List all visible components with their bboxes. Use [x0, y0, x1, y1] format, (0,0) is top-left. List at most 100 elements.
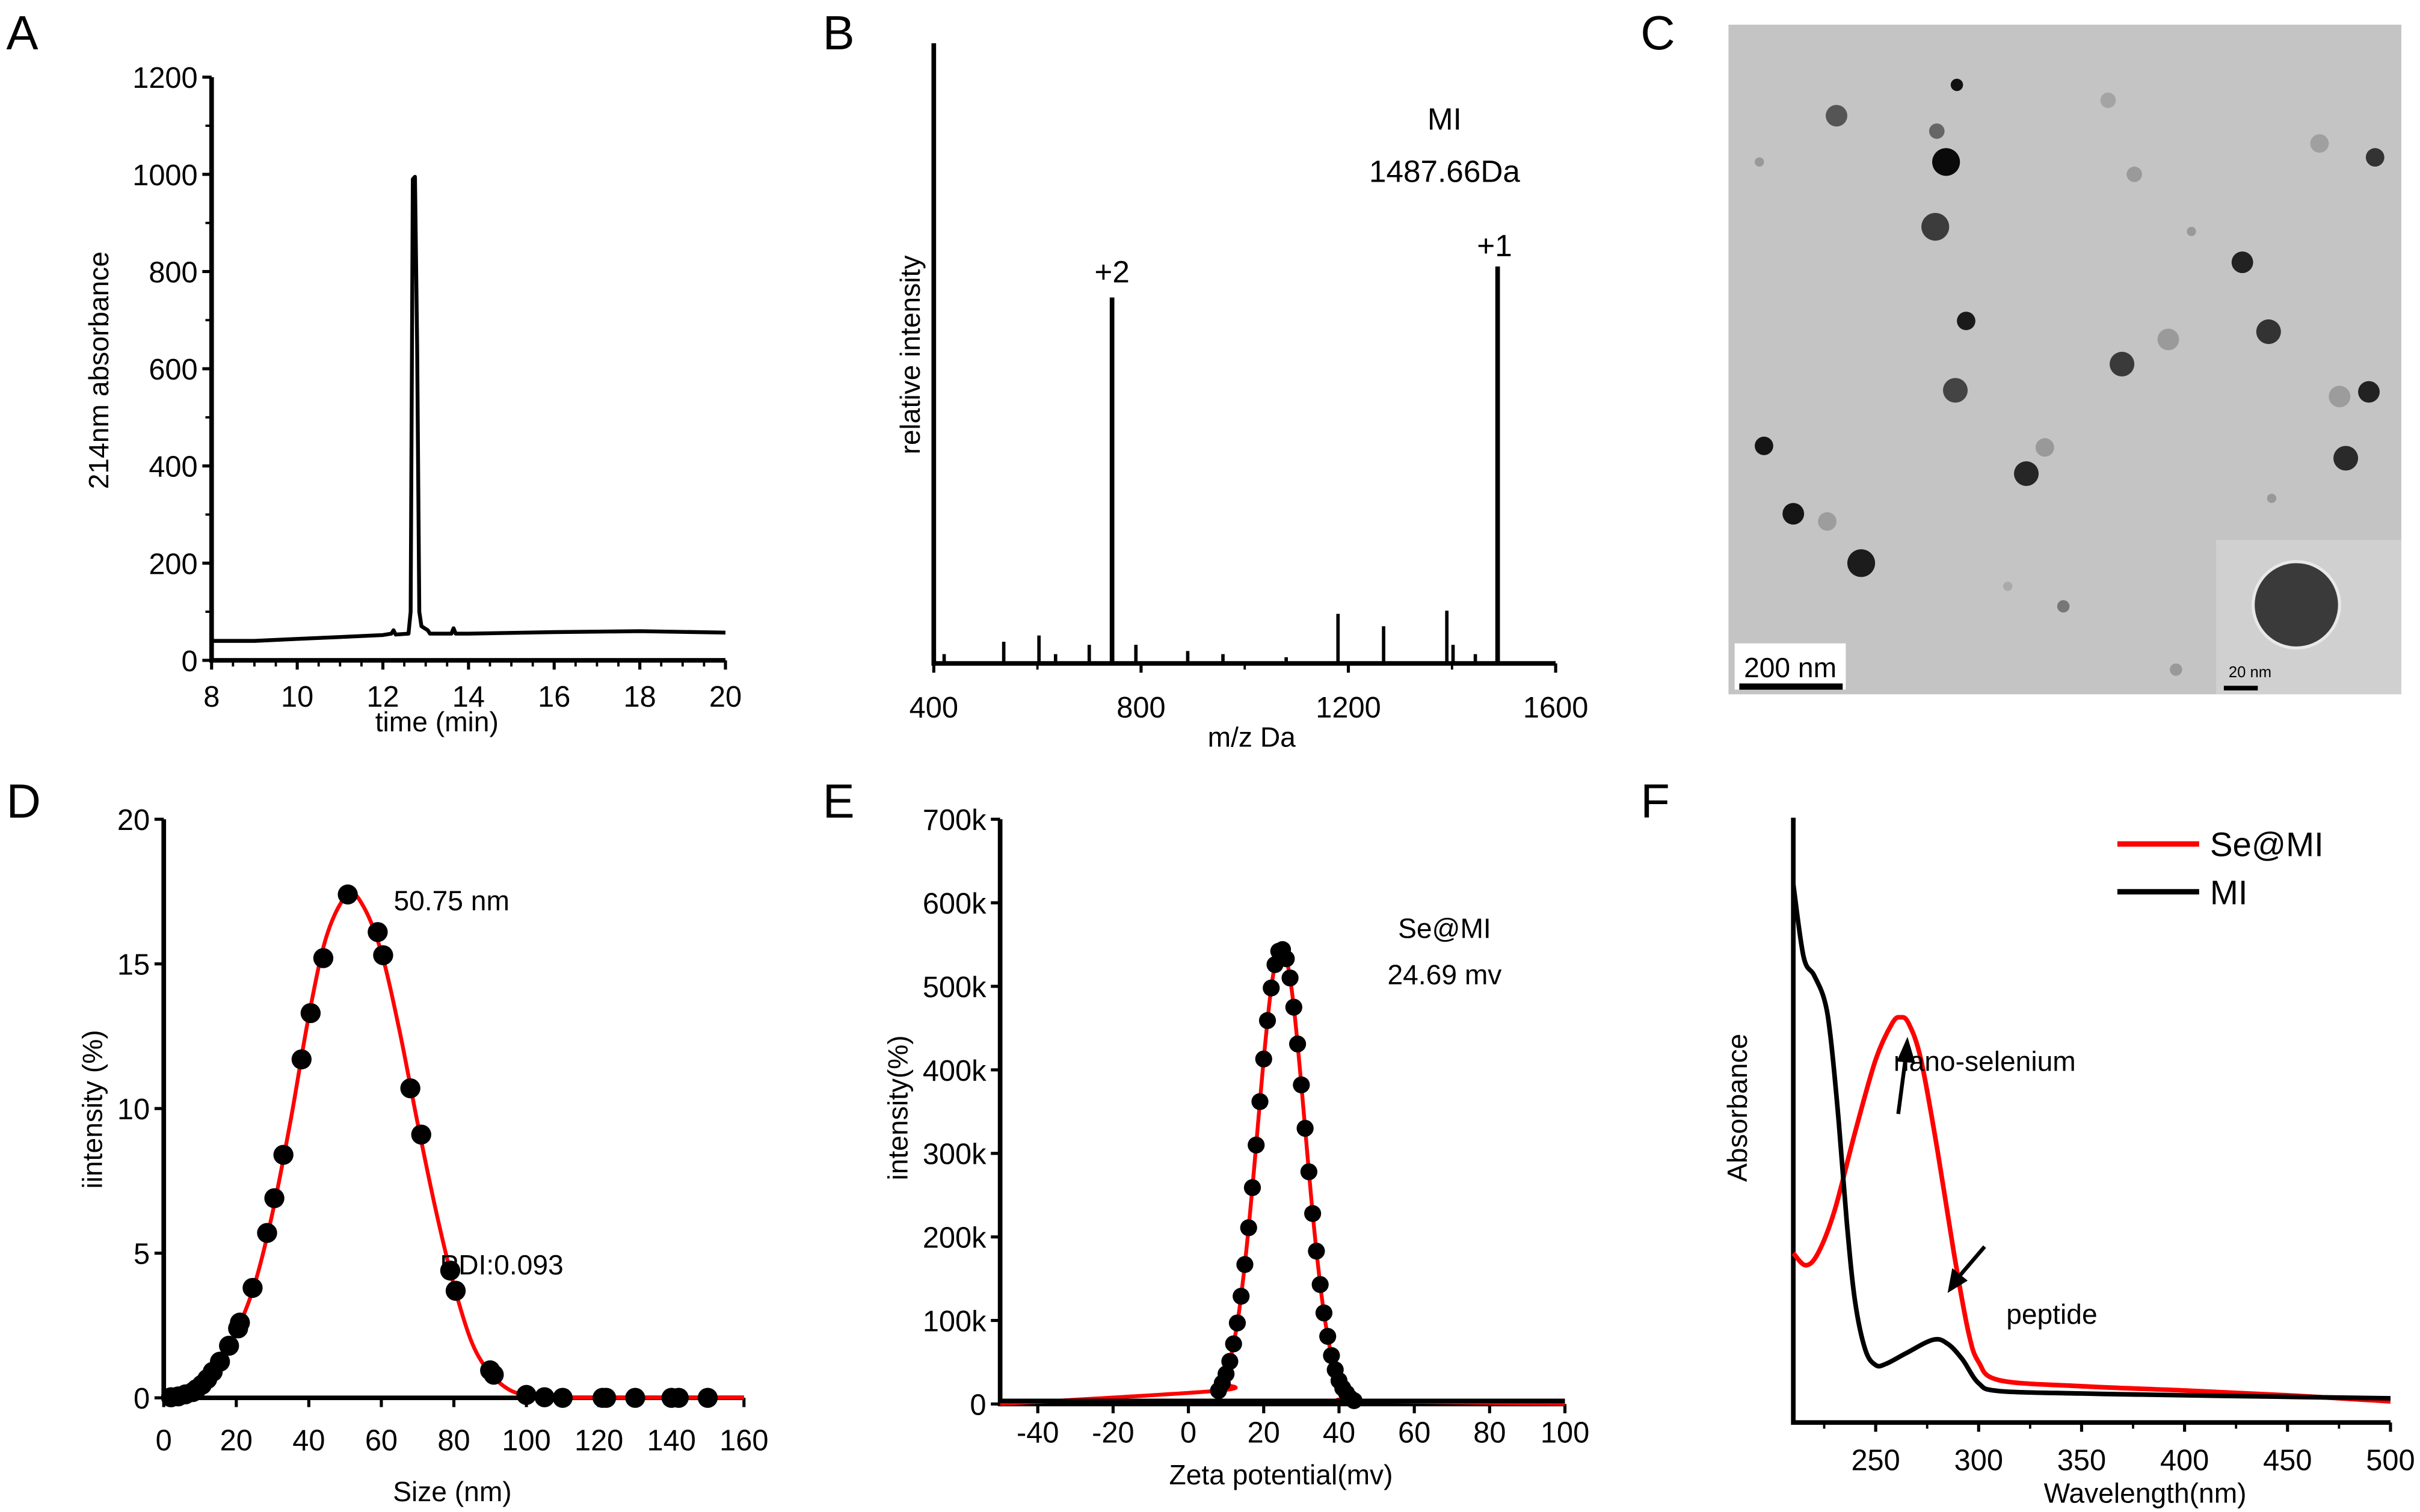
panel-letter: B — [823, 6, 855, 60]
nanoparticle — [1943, 378, 1968, 403]
y-tick-label: 600 — [149, 354, 197, 386]
y-tick-label: 1200 — [132, 62, 197, 94]
nanoparticle — [1826, 105, 1847, 127]
panel-letter: D — [7, 775, 41, 828]
y-tick-label: 700k — [923, 804, 987, 837]
fit-curve — [163, 891, 744, 1400]
nanoparticle — [2231, 251, 2253, 274]
x-tick-label: 40 — [292, 1424, 325, 1457]
nanoparticle — [2256, 319, 2281, 345]
y-tick-label: 300k — [923, 1139, 987, 1171]
y-axis-label: Absorbance — [1722, 1034, 1753, 1182]
nano-selenium-label: nano-selenium — [1894, 1045, 2076, 1077]
data-point — [1243, 1179, 1261, 1196]
tem-image — [1728, 25, 2401, 695]
data-point — [440, 1260, 461, 1281]
panel-letter: E — [823, 775, 855, 828]
data-point — [337, 884, 358, 905]
ms-mass-label: 1487.66Da — [1369, 155, 1520, 189]
pdi-label: PDI:0.093 — [440, 1249, 563, 1280]
x-axis-label: m/z Da — [1208, 722, 1296, 753]
x-axis-label: Wavelength(nm) — [2044, 1478, 2247, 1509]
data-point — [1225, 1335, 1242, 1353]
y-axis-label: iintensity (%) — [77, 1030, 108, 1188]
data-point — [242, 1277, 263, 1298]
nanoparticle — [1932, 148, 1960, 176]
y-tick-label: 200 — [149, 548, 197, 580]
nanoparticle — [1818, 512, 1837, 531]
data-point — [368, 922, 388, 942]
series-line-se-mi — [1791, 1015, 2391, 1404]
nanoparticle — [1755, 436, 1773, 455]
data-point — [668, 1388, 689, 1408]
ms-title-label: MI — [1427, 102, 1462, 136]
data-point — [1300, 1163, 1317, 1181]
x-tick-label: -20 — [1092, 1417, 1134, 1449]
y-tick-label: 100k — [923, 1305, 987, 1338]
peptide-label: peptide — [2006, 1298, 2097, 1330]
y-axis-label: 214nm absorbance — [83, 251, 114, 489]
x-axis-label: Zeta potential(mv) — [1169, 1459, 1393, 1490]
y-tick-label: 20 — [117, 804, 150, 837]
y-tick-label: 0 — [182, 645, 198, 678]
x-tick-label: 120 — [574, 1424, 623, 1457]
panel-B — [931, 43, 1557, 673]
y-tick-label: 10 — [117, 1093, 150, 1126]
x-tick-label: 20 — [220, 1424, 253, 1457]
inset-particle — [2255, 563, 2338, 647]
data-point — [1228, 1314, 1246, 1332]
nanoparticle — [2100, 92, 2116, 108]
panel-F — [1791, 817, 2392, 1432]
nanoparticle — [1929, 123, 1945, 139]
chromatogram-line — [211, 174, 726, 643]
data-point — [1311, 1276, 1329, 1293]
x-tick-label: 500 — [2366, 1445, 2415, 1477]
data-point — [1323, 1347, 1340, 1364]
nanoparticle — [2157, 328, 2179, 351]
data-point — [552, 1388, 573, 1408]
x-tick-label: 12 — [366, 681, 399, 713]
series-line-mi — [1791, 884, 2391, 1401]
nanoparticle — [1921, 213, 1950, 241]
x-tick-label: 20 — [709, 681, 742, 713]
x-tick-label: -40 — [1017, 1417, 1059, 1449]
x-tick-label: 14 — [452, 681, 485, 713]
y-tick-label: 800 — [149, 256, 197, 289]
nanoparticle — [2358, 381, 2380, 403]
nanoparticle — [2057, 600, 2070, 613]
y-tick-label: 400k — [923, 1055, 987, 1087]
data-point — [484, 1365, 504, 1385]
x-tick-label: 100 — [1541, 1417, 1589, 1449]
data-point — [264, 1188, 285, 1208]
x-tick-label: 100 — [502, 1424, 550, 1457]
panel-letter: A — [7, 6, 38, 60]
x-tick-label: 0 — [1180, 1417, 1196, 1449]
x-tick-label: 1200 — [1316, 692, 1381, 724]
data-point — [219, 1335, 239, 1356]
data-point — [400, 1078, 420, 1099]
x-tick-label: 20 — [1248, 1417, 1280, 1449]
data-point — [411, 1124, 431, 1145]
data-point — [1285, 998, 1302, 1016]
data-point — [1345, 1392, 1363, 1409]
panel-letter: F — [1640, 775, 1670, 828]
x-tick-label: 250 — [1851, 1445, 1900, 1477]
charge-2-label: +2 — [1094, 254, 1130, 289]
x-tick-label: 80 — [1473, 1417, 1506, 1449]
x-tick-label: 80 — [437, 1424, 470, 1457]
legend-label: MI — [2210, 873, 2248, 911]
y-tick-label: 5 — [134, 1238, 150, 1271]
data-point — [1293, 1076, 1310, 1093]
y-tick-label: 400 — [149, 451, 197, 484]
inset-scale-bar-label: 20 nm — [2229, 664, 2271, 681]
y-tick-label: 0 — [970, 1389, 986, 1421]
data-point — [273, 1145, 294, 1165]
data-point — [1240, 1219, 1257, 1237]
nanoparticle — [1782, 503, 1805, 525]
scale-bar-background — [1734, 643, 1846, 690]
data-point — [1221, 1353, 1239, 1370]
data-point — [625, 1388, 645, 1408]
data-point — [257, 1223, 277, 1243]
x-tick-label: 800 — [1116, 692, 1165, 724]
